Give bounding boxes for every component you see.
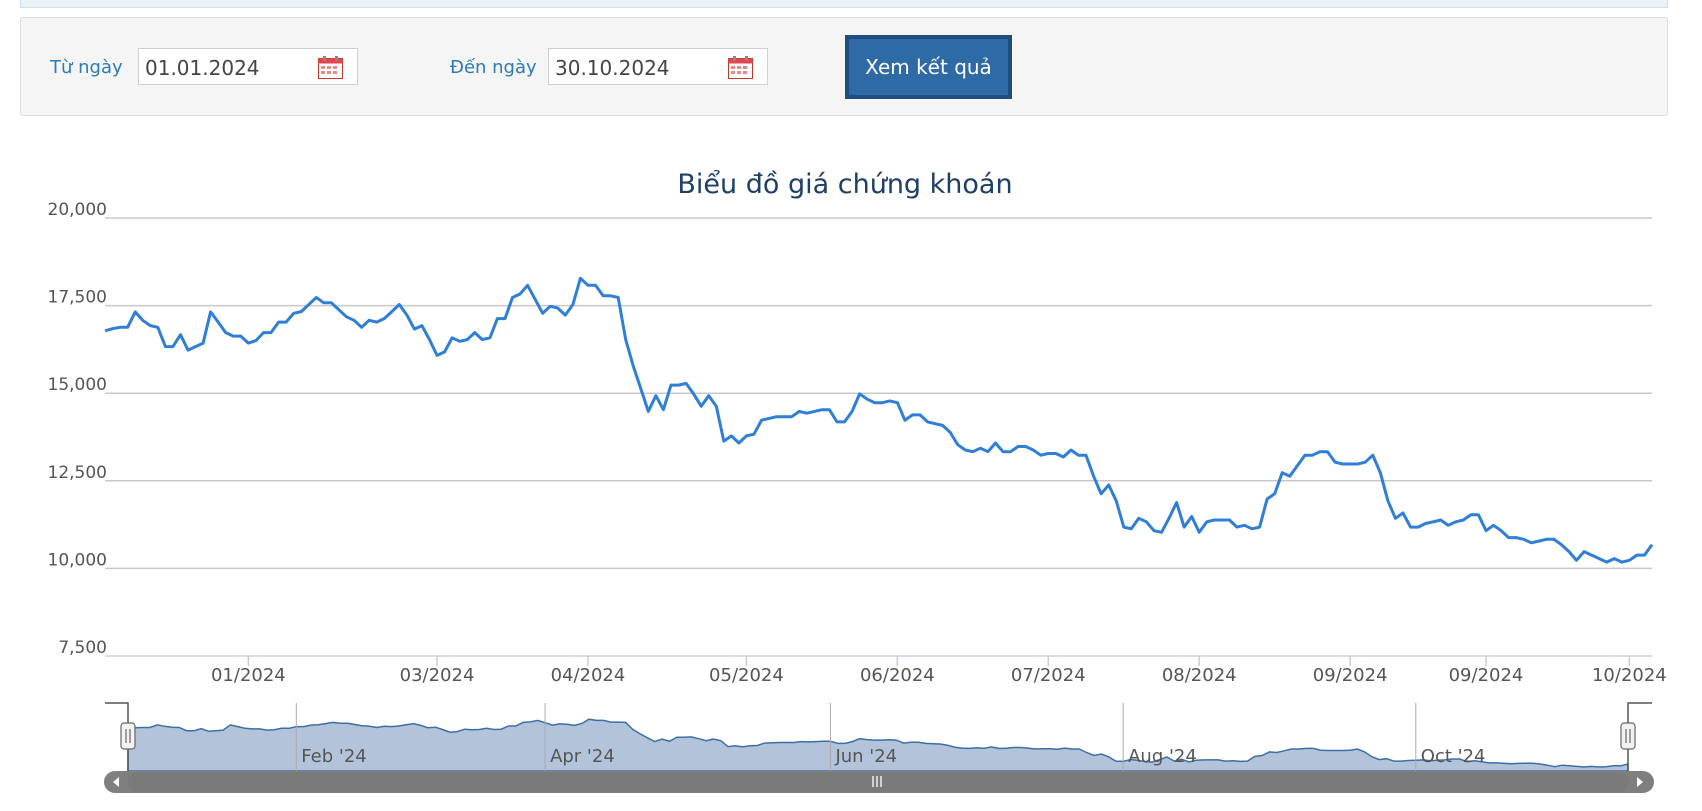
x-tick-label: 03/2024 xyxy=(400,665,475,686)
x-tick-label: 07/2024 xyxy=(1011,665,1086,686)
y-tick-label: 10,000 xyxy=(48,550,107,570)
navigator-label: Jun '24 xyxy=(834,746,897,767)
top-panel-edge xyxy=(20,0,1668,8)
x-tick-label: 04/2024 xyxy=(551,665,626,686)
calendar-icon[interactable] xyxy=(318,56,343,79)
navigator-handle[interactable] xyxy=(1620,722,1636,750)
from-date-label: Từ ngày xyxy=(50,57,123,78)
navigator-labels: Feb '24 Apr '24 Jun '24 Aug '24 Oct '24 xyxy=(301,746,1485,767)
navigator-area xyxy=(127,718,1629,772)
x-tick-label: 08/2024 xyxy=(1162,665,1237,686)
chart-grid xyxy=(105,217,1652,657)
scroll-right-arrow-icon[interactable] xyxy=(1637,777,1643,787)
y-axis: 20,000 17,500 15,000 12,500 10,000 7,500 xyxy=(48,200,107,658)
navigator[interactable]: Feb '24 Apr '24 Jun '24 Aug '24 Oct '24 xyxy=(104,702,1654,793)
view-results-button[interactable]: Xem kết quả xyxy=(845,35,1012,99)
navigator-label: Apr '24 xyxy=(550,746,615,767)
navigator-handles[interactable] xyxy=(105,702,1652,771)
y-tick-label: 15,000 xyxy=(48,375,107,395)
price-series-line xyxy=(104,276,1654,564)
from-date-input[interactable]: 01.01.2024 xyxy=(138,48,358,85)
to-date-value: 30.10.2024 xyxy=(555,56,670,80)
scrollbar[interactable] xyxy=(104,771,1654,793)
scroll-left-arrow-icon[interactable] xyxy=(113,777,119,787)
navigator-handle[interactable] xyxy=(120,722,136,750)
navigator-label: Oct '24 xyxy=(1421,746,1486,767)
y-tick-label: 20,000 xyxy=(48,200,107,220)
from-date-value: 01.01.2024 xyxy=(145,56,260,80)
y-tick-label: 12,500 xyxy=(48,463,107,483)
y-tick-label: 7,500 xyxy=(58,638,107,658)
x-tick-label: 09/2024 xyxy=(1313,665,1388,686)
chart-title: Biểu đồ giá chứng khoán xyxy=(677,169,1012,200)
y-tick-label: 17,500 xyxy=(48,288,107,308)
to-date-label: Đến ngày xyxy=(450,57,537,78)
x-tick-label: 09/2024 xyxy=(1449,665,1524,686)
to-date-input[interactable]: 30.10.2024 xyxy=(548,48,768,85)
navigator-label: Feb '24 xyxy=(301,746,366,767)
calendar-icon[interactable] xyxy=(728,56,753,79)
x-tick-label: 01/2024 xyxy=(211,665,286,686)
navigator-label: Aug '24 xyxy=(1128,746,1197,767)
x-tick-label: 10/2024 xyxy=(1592,665,1667,686)
navigator-grid xyxy=(295,703,1417,771)
x-tick-label: 06/2024 xyxy=(860,665,935,686)
x-tick-label: 05/2024 xyxy=(709,665,784,686)
scrollbar-thumb[interactable] xyxy=(128,772,1628,792)
x-axis: 01/2024 03/2024 04/2024 05/2024 06/2024 07/20… xyxy=(211,656,1667,686)
